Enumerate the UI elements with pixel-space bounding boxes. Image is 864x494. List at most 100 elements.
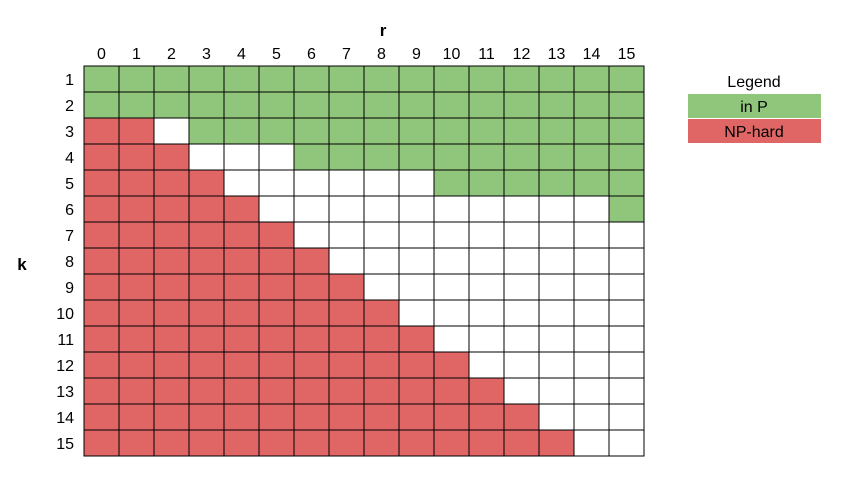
cell-k10-r12 [503,299,540,327]
cell-k7-r7 [328,221,365,249]
cell-k11-r7 [328,325,365,353]
cell-k11-r11 [468,325,505,353]
cell-k5-r5 [258,169,295,197]
cell-k15-r5 [258,429,295,457]
cell-k12-r9 [398,351,435,379]
cell-k7-r4 [223,221,260,249]
x-tick-label: 3 [202,46,211,63]
cell-k7-r13 [538,221,575,249]
cell-k13-r6 [293,377,330,405]
cell-k4-r6 [293,143,330,171]
cell-k2-r0 [83,91,120,119]
cell-k7-r2 [153,221,190,249]
cell-k9-r1 [118,273,155,301]
cell-k6-r5 [258,195,295,223]
cell-k12-r12 [503,351,540,379]
y-tick-label: 8 [65,254,74,271]
cell-k10-r5 [258,299,295,327]
cell-k12-r14 [573,351,610,379]
cell-k4-r7 [328,143,365,171]
cell-k2-r3 [188,91,225,119]
cell-k2-r14 [573,91,610,119]
cell-k11-r10 [433,325,470,353]
cell-k12-r11 [468,351,505,379]
cell-k14-r3 [188,403,225,431]
cell-k6-r4 [223,195,260,223]
cell-k4-r5 [258,143,295,171]
cell-k3-r11 [468,117,505,145]
cell-k14-r0 [83,403,120,431]
cell-k8-r10 [433,247,470,275]
cell-k15-r1 [118,429,155,457]
cell-k6-r1 [118,195,155,223]
cell-k5-r7 [328,169,365,197]
cell-k1-r5 [258,65,295,93]
cell-k9-r7 [328,273,365,301]
cell-k12-r4 [223,351,260,379]
cell-k1-r3 [188,65,225,93]
cell-k12-r2 [153,351,190,379]
cell-k10-r3 [188,299,225,327]
cell-k12-r7 [328,351,365,379]
cell-k11-r15 [608,325,645,353]
cell-k11-r14 [573,325,610,353]
cell-k1-r14 [573,65,610,93]
y-tick-label: 2 [65,98,74,115]
cell-k3-r2 [153,117,190,145]
cell-k3-r3 [188,117,225,145]
cell-k13-r15 [608,377,645,405]
cell-k10-r7 [328,299,365,327]
cell-k2-r1 [118,91,155,119]
cell-k4-r11 [468,143,505,171]
cell-k9-r2 [153,273,190,301]
cell-k8-r9 [398,247,435,275]
y-tick-label: 14 [56,410,74,427]
cell-k7-r6 [293,221,330,249]
cell-k3-r6 [293,117,330,145]
cell-k14-r6 [293,403,330,431]
cell-k7-r15 [608,221,645,249]
x-tick-label: 5 [272,46,281,63]
cell-k8-r13 [538,247,575,275]
cell-k11-r4 [223,325,260,353]
cell-k9-r15 [608,273,645,301]
legend-swatch [688,119,821,143]
y-tick-label: 3 [65,124,74,141]
cell-k9-r0 [83,273,120,301]
cell-k7-r1 [118,221,155,249]
cell-k8-r12 [503,247,540,275]
cell-k11-r5 [258,325,295,353]
y-tick-label: 13 [56,384,74,401]
cell-k5-r8 [363,169,400,197]
cell-k3-r7 [328,117,365,145]
cell-k12-r5 [258,351,295,379]
cell-k5-r13 [538,169,575,197]
cell-k12-r3 [188,351,225,379]
cell-k1-r15 [608,65,645,93]
cell-k7-r11 [468,221,505,249]
cell-k10-r9 [398,299,435,327]
cell-k3-r10 [433,117,470,145]
cell-k1-r6 [293,65,330,93]
cell-k14-r5 [258,403,295,431]
cell-k1-r1 [118,65,155,93]
x-tick-label: 4 [237,46,246,63]
cell-k1-r0 [83,65,120,93]
cell-k13-r8 [363,377,400,405]
cell-k2-r7 [328,91,365,119]
cell-k15-r11 [468,429,505,457]
cell-k13-r13 [538,377,575,405]
cell-k4-r12 [503,143,540,171]
cell-k13-r9 [398,377,435,405]
cell-k1-r8 [363,65,400,93]
cell-k7-r9 [398,221,435,249]
cell-k6-r13 [538,195,575,223]
cell-k6-r0 [83,195,120,223]
cell-k7-r8 [363,221,400,249]
cell-k11-r12 [503,325,540,353]
y-tick-label: 11 [57,332,74,349]
x-tick-label: 1 [132,46,141,63]
cell-k8-r0 [83,247,120,275]
cell-k14-r1 [118,403,155,431]
